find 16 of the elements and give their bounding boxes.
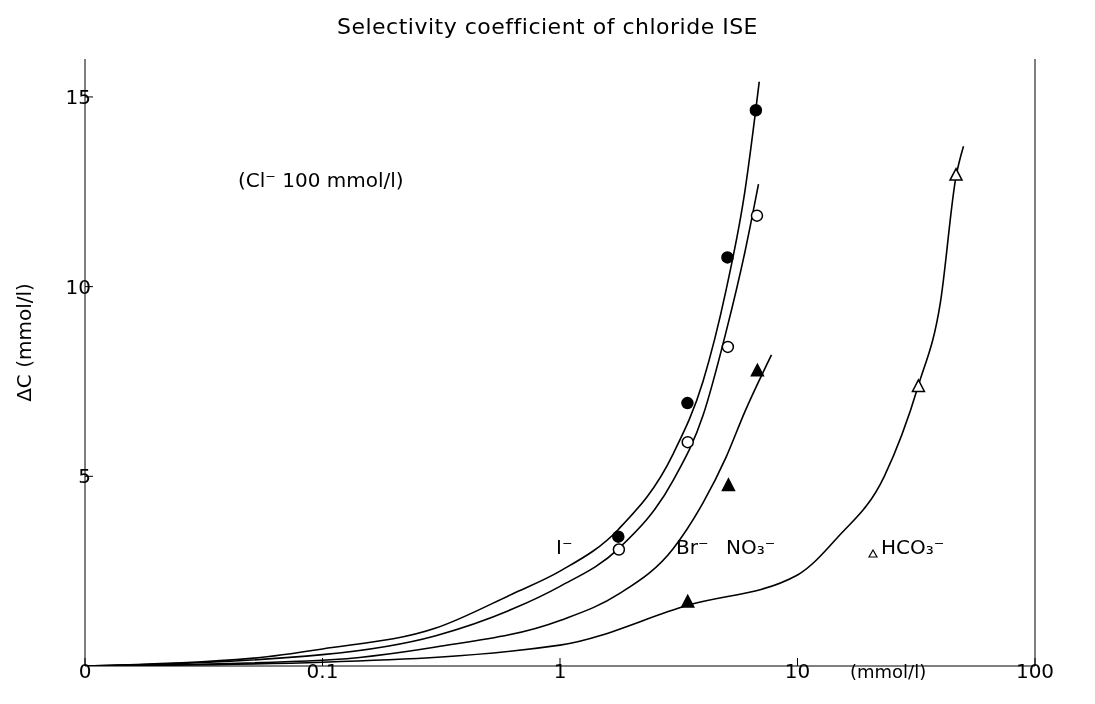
x-tick-label: 1 <box>553 659 567 684</box>
y-axis-title: ΔC (mmol/l) <box>12 283 37 402</box>
x-tick-label: 10 <box>784 659 811 684</box>
x-tick-label: 0 <box>78 659 92 684</box>
chart-title: Selectivity coefficient of chloride ISE <box>335 14 760 39</box>
y-tick-label: 5 <box>78 464 91 489</box>
annotation: NO₃⁻ <box>726 535 776 559</box>
annotation: (Cl⁻ 100 mmol/l) <box>238 168 404 192</box>
x-axis-title: (mmol/l) <box>850 661 927 682</box>
y-tick-label: 15 <box>65 85 91 110</box>
x-tick-label: 0.1 <box>306 659 339 684</box>
annotation: HCO₃⁻ <box>881 535 945 559</box>
x-tick-label: 100 <box>1015 659 1055 684</box>
annotation: I⁻ <box>556 535 573 559</box>
annotation: Br⁻ <box>676 535 709 559</box>
y-tick-label: 10 <box>65 274 91 299</box>
